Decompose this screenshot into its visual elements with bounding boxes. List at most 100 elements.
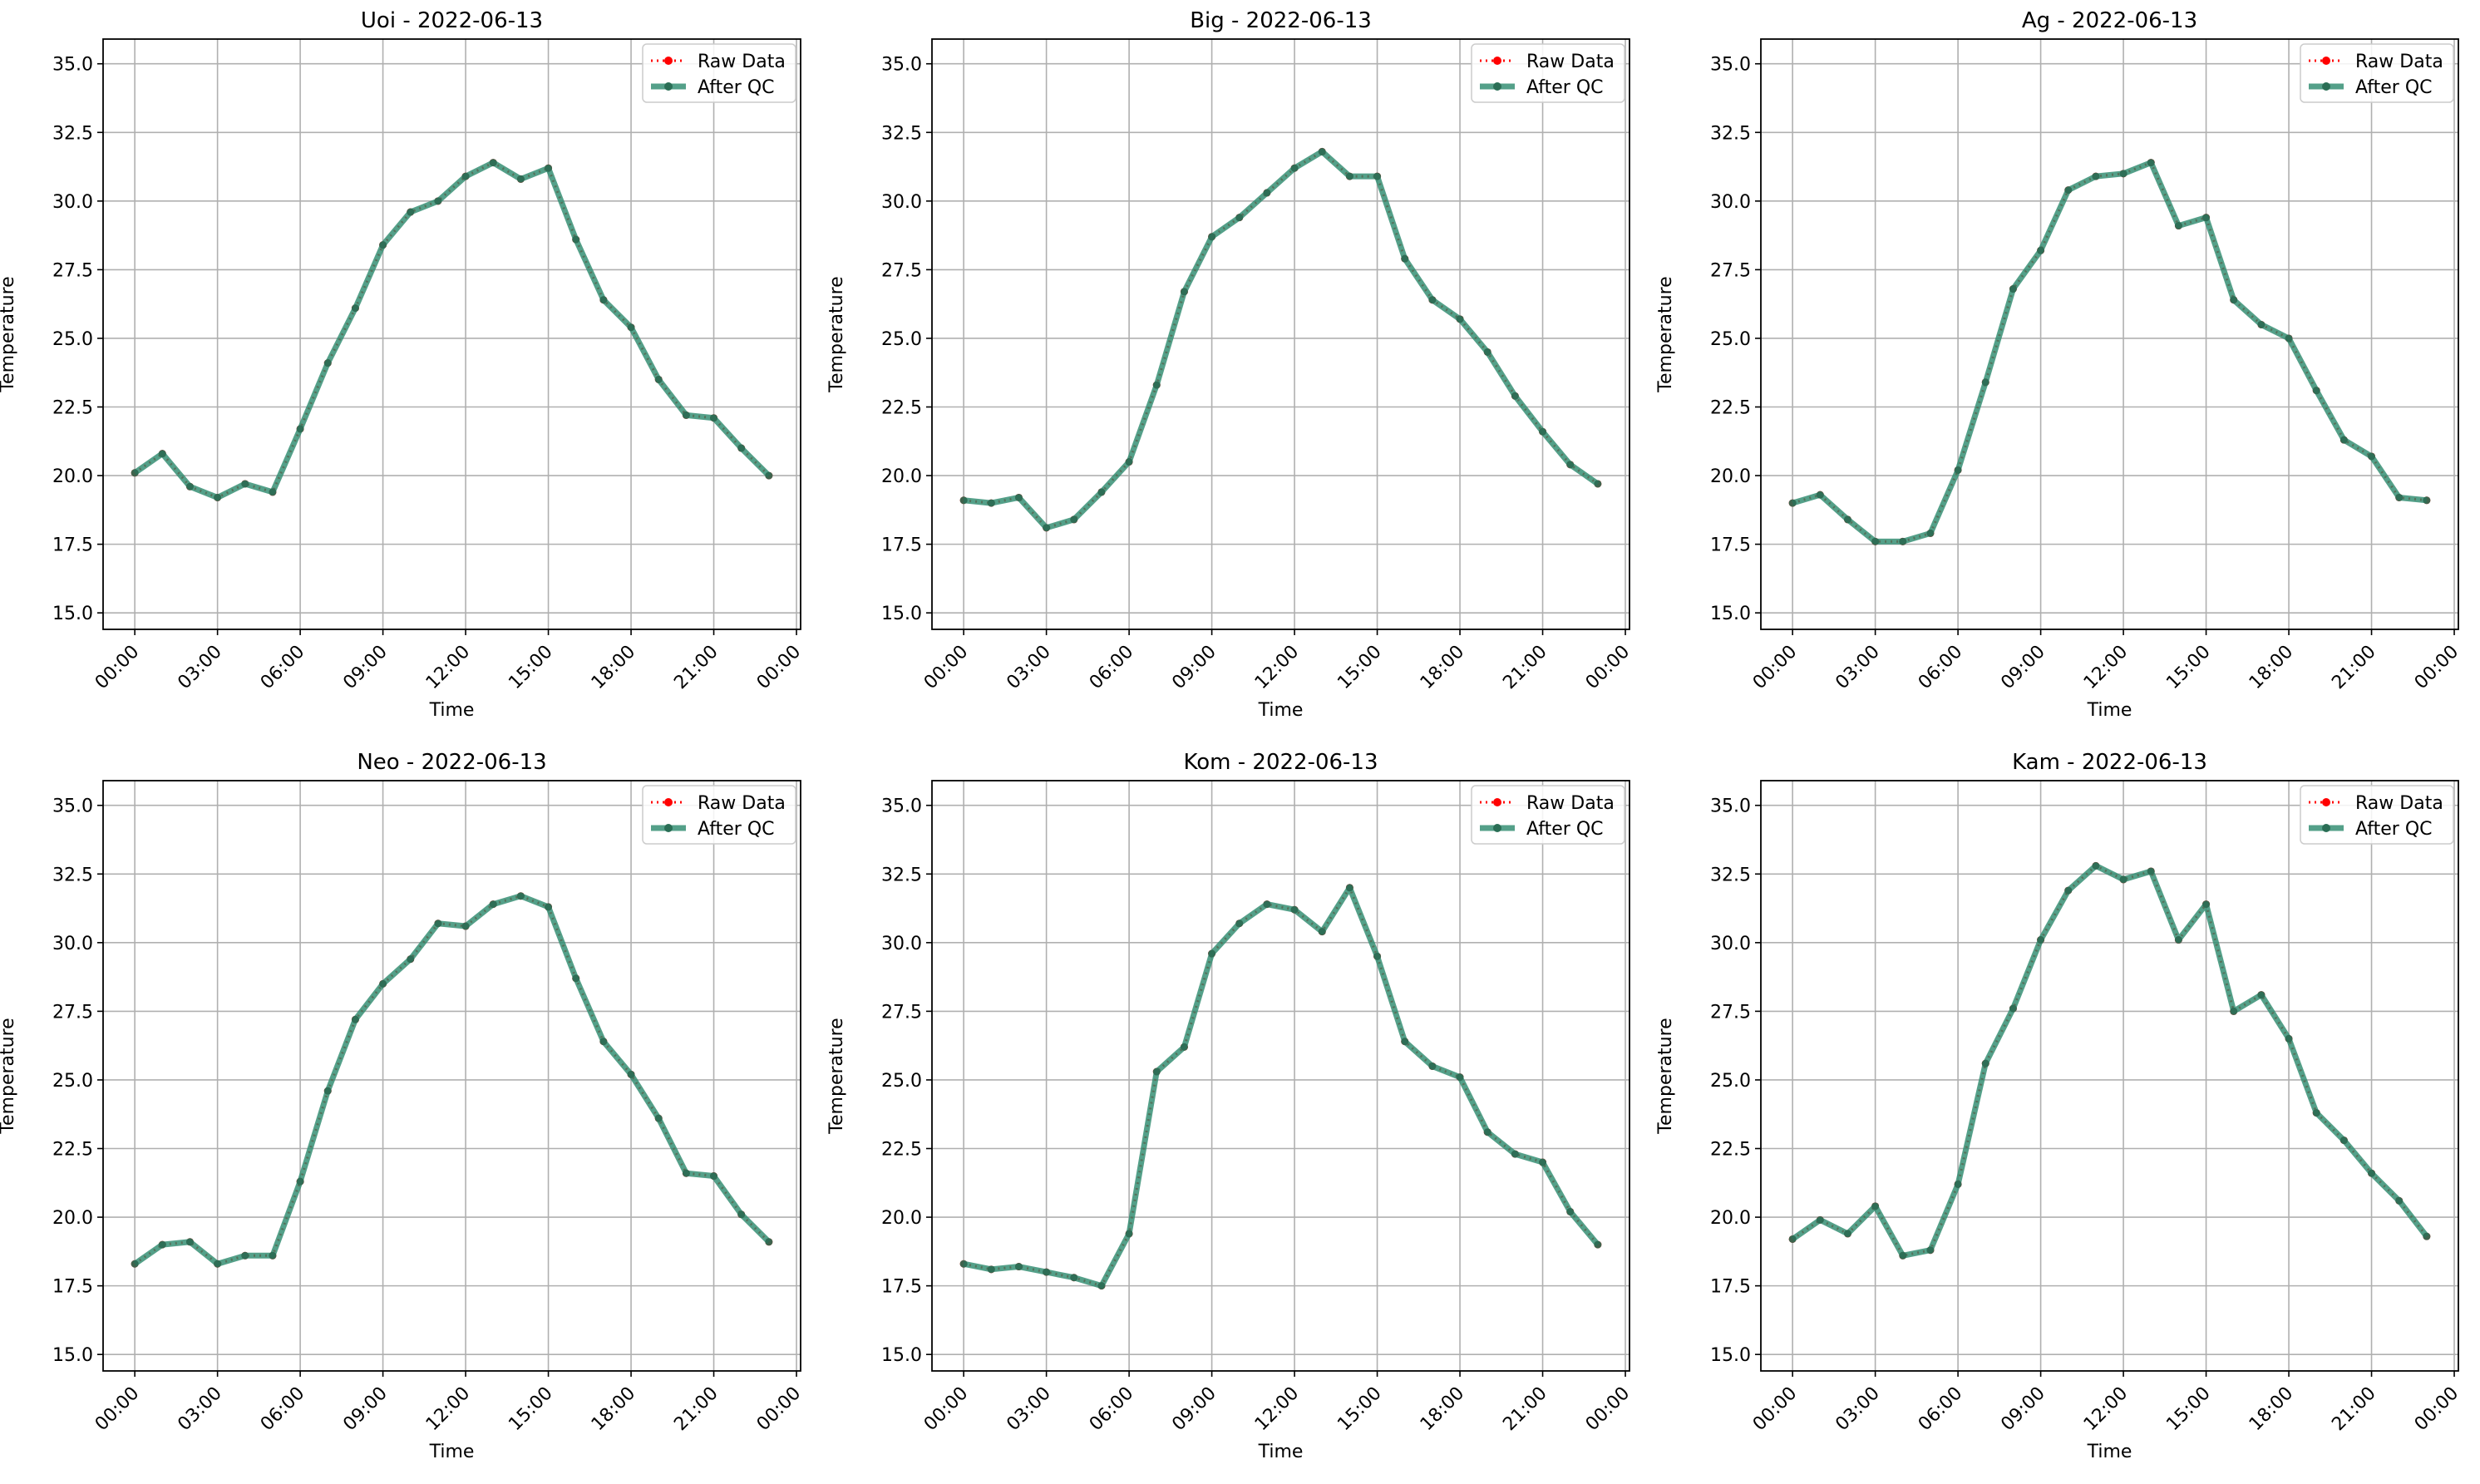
- after-qc-point: [654, 375, 663, 383]
- after-qc-point: [1428, 296, 1437, 304]
- after-qc-point: [1871, 537, 1880, 545]
- after-qc-point: [434, 197, 442, 205]
- x-tick-label: 03:00: [1003, 642, 1055, 694]
- y-tick-label: 17.5: [1710, 535, 1751, 556]
- x-tick-label: 03:00: [1003, 1383, 1055, 1436]
- after-qc-point: [1816, 491, 1824, 499]
- x-tick-label: 21:00: [2328, 642, 2380, 694]
- after-qc-point: [1539, 427, 1547, 436]
- y-tick-label: 35.0: [1710, 796, 1751, 817]
- x-tick-label: 12:00: [1251, 642, 1304, 694]
- x-tick-label: 09:00: [1168, 642, 1220, 694]
- after-qc-line: [963, 885, 1600, 1289]
- after-qc-point: [2202, 214, 2211, 222]
- after-qc-point: [131, 1260, 139, 1268]
- y-tick-label: 22.5: [1710, 1140, 1751, 1161]
- after-qc-point: [2285, 1034, 2293, 1043]
- y-axis-label: Temperature: [0, 276, 18, 392]
- y-tick-label: 30.0: [52, 192, 93, 213]
- after-qc-point: [545, 903, 553, 911]
- x-tick-label: 00:00: [2411, 642, 2463, 694]
- legend-raw-label: Raw Data: [698, 52, 786, 72]
- after-qc-point: [241, 1251, 249, 1260]
- legend-qc-label: After QC: [2355, 819, 2433, 840]
- after-qc-point: [2147, 159, 2155, 167]
- after-qc-point: [296, 1177, 304, 1186]
- after-qc-point: [1594, 1240, 1602, 1249]
- x-tick-label: 12:00: [1251, 1383, 1304, 1436]
- legend-raw-marker: [664, 798, 673, 806]
- legend-raw-label: Raw Data: [2355, 52, 2443, 72]
- legend: Raw Data After QC: [1471, 785, 1625, 845]
- after-qc-point: [1180, 288, 1188, 296]
- after-qc-point: [2092, 861, 2100, 870]
- after-qc-point: [682, 411, 690, 419]
- after-qc-point: [1954, 1180, 1962, 1188]
- after-qc-point: [2064, 186, 2073, 195]
- after-qc-point: [379, 241, 387, 249]
- x-tick-label: 06:00: [1915, 1383, 1967, 1436]
- x-tick-label: 21:00: [670, 1383, 722, 1436]
- after-qc-point: [2395, 493, 2404, 501]
- x-tick-label: 06:00: [257, 642, 309, 694]
- after-qc-point: [269, 488, 277, 496]
- y-tick-label: 35.0: [52, 796, 93, 817]
- after-qc-point: [2339, 436, 2348, 444]
- x-tick-label: 18:00: [2246, 1383, 2298, 1436]
- legend: Raw Data After QC: [1471, 43, 1625, 103]
- after-qc-point: [627, 1070, 635, 1078]
- y-tick-label: 20.0: [52, 466, 93, 487]
- x-tick-label: 18:00: [588, 642, 640, 694]
- after-qc-point: [2368, 452, 2376, 461]
- x-tick-label: 18:00: [2246, 642, 2298, 694]
- legend-raw-marker: [664, 57, 673, 65]
- after-qc-point: [2119, 875, 2127, 884]
- after-qc-point: [2257, 991, 2266, 999]
- y-tick-label: 22.5: [881, 398, 922, 419]
- x-tick-label: 00:00: [920, 1383, 973, 1436]
- after-qc-point: [185, 1238, 194, 1246]
- x-tick-label: 03:00: [174, 642, 226, 694]
- after-qc-point: [1152, 381, 1161, 389]
- chart-panel: 15.0 17.5 20.0 22.5 25.0 27.5 30.0 32.5 35.0 00:0…: [1655, 750, 2463, 1462]
- x-tick-label: 15:00: [2162, 1383, 2215, 1436]
- x-axis-label: Time: [2087, 1442, 2132, 1462]
- after-qc-point: [1208, 233, 1216, 241]
- after-qc-point: [1125, 1230, 1133, 1238]
- after-qc-point: [1954, 466, 1962, 474]
- after-qc-point: [1043, 524, 1051, 532]
- y-axis-label: Temperature: [826, 276, 847, 392]
- y-tick-label: 27.5: [1710, 1002, 1751, 1023]
- x-tick-label: 03:00: [1832, 1383, 1884, 1436]
- x-tick-label: 03:00: [1832, 642, 1884, 694]
- x-tick-label: 09:00: [339, 1383, 392, 1436]
- after-qc-line: [1791, 862, 2429, 1259]
- y-axis-label: Temperature: [826, 1018, 847, 1134]
- after-qc-point: [1070, 1274, 1078, 1282]
- x-tick-label: 12:00: [422, 642, 475, 694]
- after-qc-point: [1926, 529, 1935, 537]
- y-tick-label: 17.5: [52, 535, 93, 556]
- legend-raw-marker: [1493, 57, 1501, 65]
- y-tick-label: 32.5: [52, 123, 93, 144]
- after-qc-point: [2257, 320, 2266, 328]
- chart-title: Big - 2022-06-13: [1190, 8, 1372, 33]
- after-qc-point: [1014, 1263, 1023, 1271]
- plot-frame: [1760, 38, 2459, 630]
- y-tick-label: 27.5: [52, 260, 93, 281]
- after-qc-point: [407, 955, 415, 964]
- after-qc-point: [241, 480, 249, 488]
- x-tick-label: 15:00: [2162, 642, 2215, 694]
- y-tick-label: 22.5: [1710, 398, 1751, 419]
- after-qc-point: [987, 1265, 995, 1274]
- after-qc-point: [1097, 1282, 1106, 1290]
- after-qc-point: [2119, 170, 2127, 178]
- after-qc-point: [185, 482, 194, 491]
- y-tick-label: 25.0: [52, 1071, 93, 1092]
- after-qc-point: [489, 159, 497, 167]
- after-qc-point: [1899, 537, 1907, 545]
- after-qc-point: [2312, 387, 2320, 395]
- after-qc-point: [710, 414, 718, 422]
- after-qc-point: [1345, 884, 1353, 892]
